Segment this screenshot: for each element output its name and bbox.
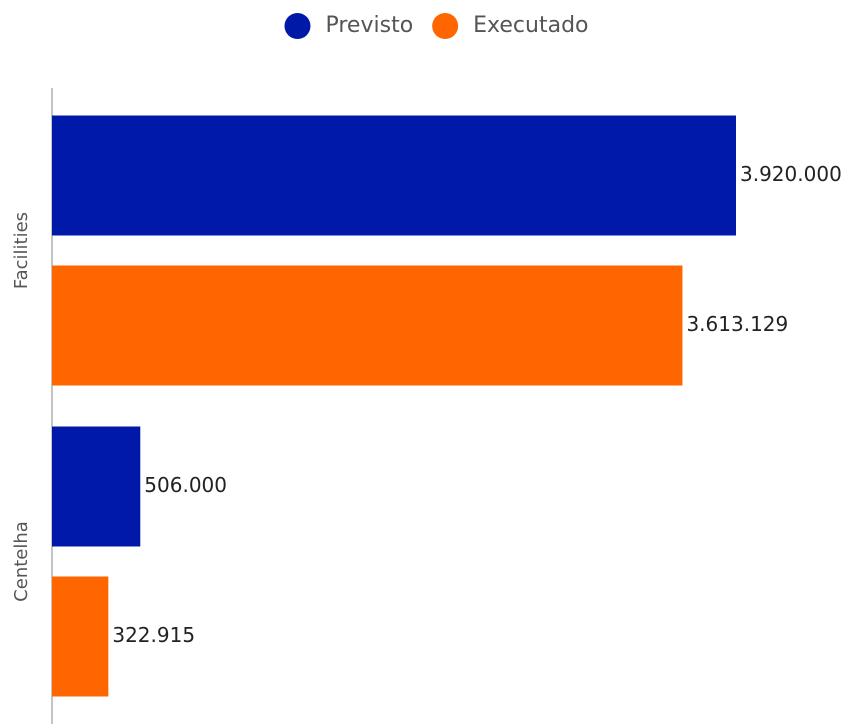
legend-item: Executado [432, 13, 589, 39]
legend-swatch [432, 13, 459, 39]
value-label: 3.613.129 [686, 312, 788, 336]
bar [52, 576, 109, 697]
legend-label: Executado [473, 13, 588, 38]
legend-item: Previsto [284, 13, 413, 39]
category-label: Facilities [11, 212, 32, 289]
value-label: 322.915 [112, 623, 195, 647]
legend-swatch [284, 13, 311, 39]
bar [52, 115, 736, 236]
value-label: 3.920.000 [740, 162, 842, 186]
category-label: Centelha [11, 521, 32, 602]
bar [52, 265, 683, 386]
bar [52, 426, 141, 547]
value-label: 506.000 [144, 473, 227, 497]
legend-label: Previsto [325, 13, 413, 38]
